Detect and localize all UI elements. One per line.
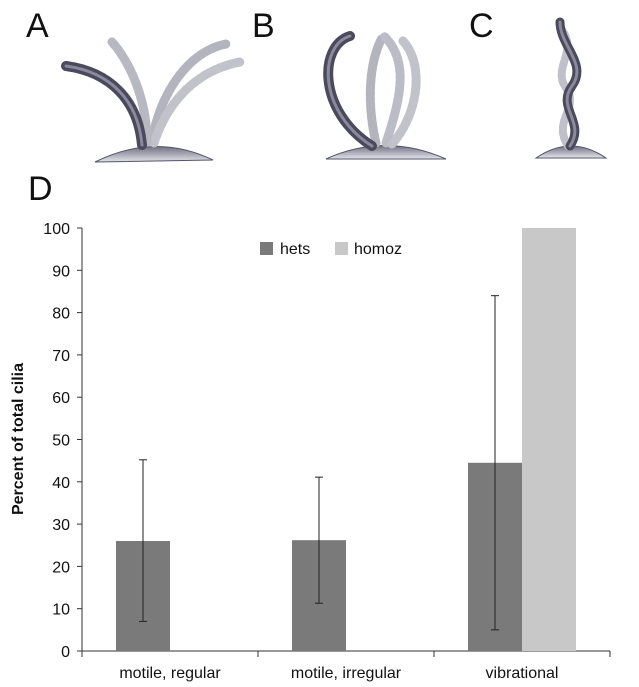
panel-label-a: A: [26, 7, 49, 45]
x-tick-label-motile-irregular: motile, irregular: [291, 665, 402, 682]
legend-swatch-hets: [260, 242, 273, 255]
x-axis: motile, regular motile, irregular vibratio…: [81, 650, 611, 682]
panel-label-b: B: [252, 7, 275, 45]
legend: hets homoz: [260, 241, 402, 258]
error-bars: [139, 295, 499, 631]
y-tick-label: 90: [52, 263, 70, 280]
y-tick-label: 100: [43, 221, 70, 238]
legend-swatch-homoz: [335, 242, 348, 255]
y-tick-label: 50: [52, 433, 70, 450]
x-tick-label-motile-regular: motile, regular: [119, 665, 221, 682]
y-axis: 0 10 20 30 40 50 60 70 80 90 100: [43, 221, 83, 661]
y-tick-label: 0: [61, 644, 70, 661]
y-tick-label: 20: [52, 559, 70, 576]
panel-label-c: C: [469, 7, 494, 45]
panel-label-d: D: [28, 170, 53, 208]
legend-label-homoz: homoz: [354, 241, 402, 258]
y-tick-label: 60: [52, 390, 70, 407]
y-tick-label: 30: [52, 517, 70, 534]
legend-label-hets: hets: [280, 241, 310, 258]
cilia-arched-illustration-icon: [323, 31, 447, 160]
cilia-spread-illustration-icon: [61, 37, 245, 163]
bar-homoz-vibrational: [522, 228, 576, 651]
bar-series: [116, 228, 576, 651]
y-tick-label: 40: [52, 475, 70, 492]
y-tick-label: 80: [52, 306, 70, 323]
y-tick-label: 10: [52, 602, 70, 619]
cilium-helical-illustration-icon: [534, 17, 608, 159]
y-axis-title: Percent of total cilia: [10, 363, 27, 515]
x-tick-label-vibrational: vibrational: [486, 665, 559, 682]
y-tick-label: 70: [52, 348, 70, 365]
